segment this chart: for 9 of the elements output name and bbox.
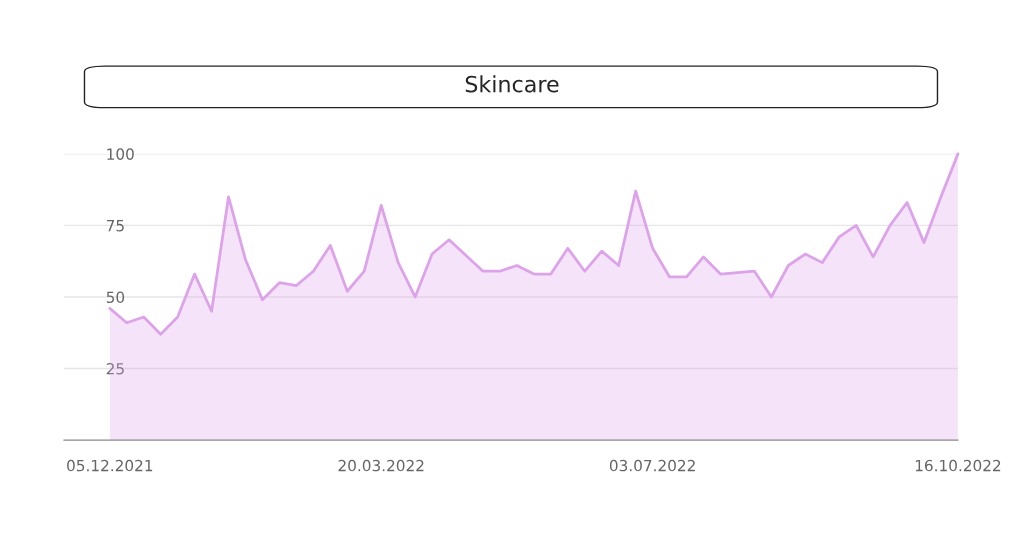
- x-tick-label: 20.03.2022: [338, 459, 424, 472]
- y-tick-label: 100: [107, 148, 134, 160]
- chart-title: Skincare: [465, 75, 559, 93]
- x-tick-label: 16.10.2022: [915, 459, 1001, 472]
- y-tick-label: 50: [106, 291, 125, 303]
- x-tick-label: 03.07.2022: [609, 459, 695, 472]
- y-tick-label: 75: [106, 220, 124, 232]
- x-tick-label: 05.12.2021: [67, 459, 153, 472]
- y-tick-label: 25: [106, 363, 124, 375]
